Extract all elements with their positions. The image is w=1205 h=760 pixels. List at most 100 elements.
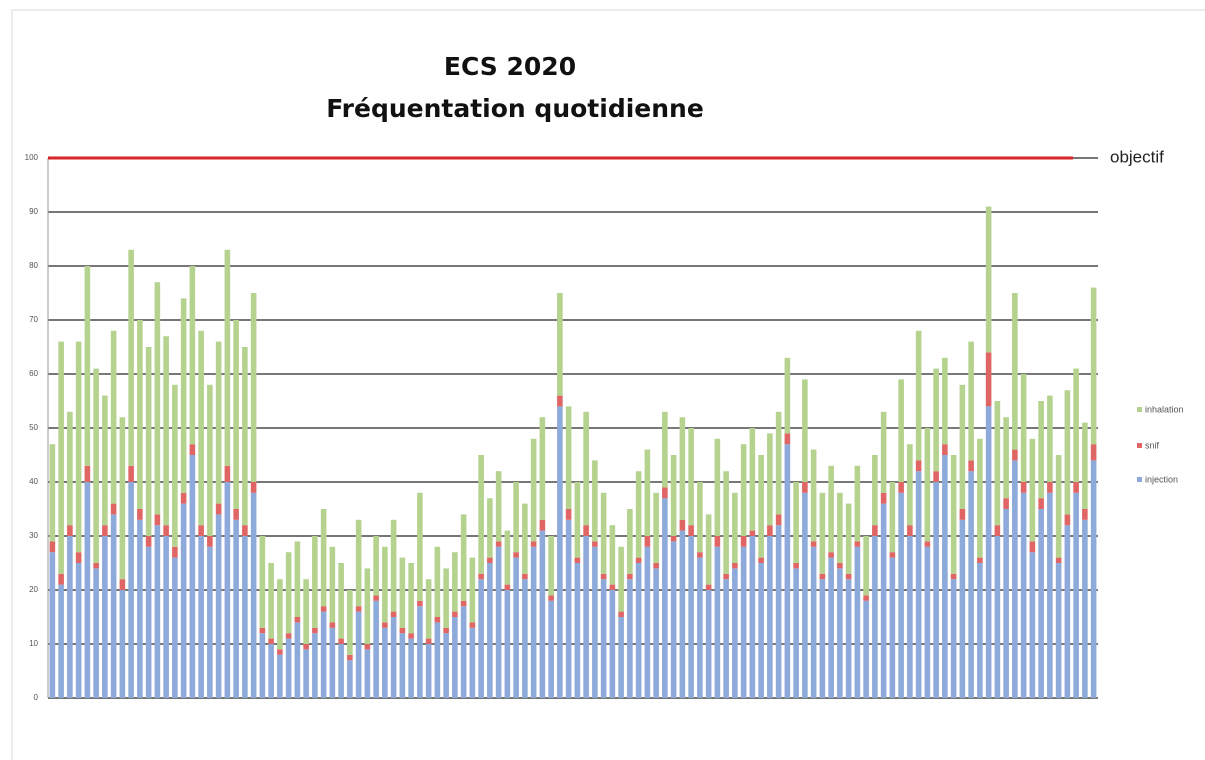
bar-segment xyxy=(705,590,712,698)
bar-segment xyxy=(635,563,642,698)
bar-segment xyxy=(907,444,913,526)
bar-segment xyxy=(1064,514,1071,526)
bar-segment xyxy=(347,590,353,655)
y-tick-label: 70 xyxy=(29,315,38,324)
bar-segment xyxy=(749,428,756,531)
bar-segment xyxy=(513,482,519,553)
y-tick-label: 50 xyxy=(29,423,38,432)
bar-segment xyxy=(845,503,852,574)
bar-segment xyxy=(950,579,957,698)
bar-segment xyxy=(767,433,773,526)
bar-segment xyxy=(382,546,388,623)
bar-segment xyxy=(382,622,388,628)
bar-segment xyxy=(1055,563,1062,698)
bar-segment xyxy=(837,563,843,569)
bar-segment xyxy=(320,611,327,698)
bar-segment xyxy=(583,411,589,526)
bar-segment xyxy=(740,444,747,536)
bar-segment xyxy=(58,584,64,698)
bar-segment xyxy=(102,395,108,526)
bar-segment xyxy=(128,249,134,466)
bar-segment xyxy=(215,341,222,504)
bar-segment xyxy=(810,449,817,542)
bar-segment xyxy=(285,638,292,698)
bar-segment xyxy=(93,368,99,563)
bar-segment xyxy=(347,654,353,661)
bar-segment xyxy=(968,471,974,698)
bar-segment xyxy=(1003,498,1009,509)
bar-segment xyxy=(723,573,729,580)
bar-segment xyxy=(154,514,161,526)
legend-swatch xyxy=(1137,407,1142,412)
y-tick-label: 20 xyxy=(29,585,38,594)
bar-segment xyxy=(417,606,423,698)
bar-segment xyxy=(915,460,922,472)
bar-segment xyxy=(250,482,257,493)
bar-segment xyxy=(522,503,528,574)
bar-segment xyxy=(653,492,659,563)
bar-segment xyxy=(732,563,738,569)
bar-segment xyxy=(137,320,143,509)
bar-segment xyxy=(985,206,992,353)
bar-segment xyxy=(898,482,904,493)
bar-segment xyxy=(207,384,213,536)
bar-segment xyxy=(355,606,362,612)
bar-segment xyxy=(723,471,729,574)
bar-segment xyxy=(364,649,371,698)
bar-segment xyxy=(959,519,966,698)
bar-segment xyxy=(478,579,484,698)
bar-segment xyxy=(452,611,458,617)
legend-swatch xyxy=(1137,477,1142,482)
bar-segment xyxy=(207,536,213,547)
bar-segment xyxy=(670,455,677,536)
bar-segment xyxy=(688,525,694,536)
bar-segment xyxy=(522,579,528,698)
bar-segment xyxy=(618,611,624,617)
bar-segment xyxy=(443,627,449,634)
bar-segment xyxy=(198,536,204,698)
bar-segment xyxy=(653,568,659,698)
bar-segment xyxy=(802,482,808,493)
bar-segment xyxy=(872,536,878,698)
bar-segment xyxy=(487,557,493,563)
bar-segment xyxy=(478,573,484,580)
bar-segment xyxy=(1073,492,1079,698)
bar-segment xyxy=(329,627,336,698)
bar-segment xyxy=(102,525,108,536)
bar-segment xyxy=(443,633,449,698)
bar-segment xyxy=(1012,449,1018,461)
y-tick-label: 90 xyxy=(29,207,38,216)
bar-segment xyxy=(189,444,196,455)
bar-segment xyxy=(740,546,747,698)
bar-segment xyxy=(784,444,791,698)
bar-segment xyxy=(749,536,756,698)
bar-segment xyxy=(58,573,64,585)
bar-segment xyxy=(924,428,931,542)
bar-segment xyxy=(583,536,589,698)
bar-segment xyxy=(600,492,607,574)
bar-segment xyxy=(898,379,904,482)
bar-segment xyxy=(802,492,808,698)
bar-segment xyxy=(294,622,301,698)
bar-segment xyxy=(758,455,764,558)
bar-segment xyxy=(548,536,554,596)
bar-segment xyxy=(1090,444,1097,461)
bar-segment xyxy=(504,590,511,698)
bar-segment xyxy=(242,525,248,536)
bar-segment xyxy=(277,654,283,698)
y-tick-label: 10 xyxy=(29,639,38,648)
bar-segment xyxy=(863,600,869,698)
bar-segment xyxy=(119,579,126,590)
bar-segment xyxy=(102,536,108,698)
bar-segment xyxy=(942,455,948,698)
bar-segment xyxy=(662,498,668,698)
bar-segment xyxy=(1055,557,1062,563)
chart-title: ECS 2020 xyxy=(444,52,576,81)
bar-segment xyxy=(93,568,99,698)
bar-segment xyxy=(924,541,931,547)
bar-segment xyxy=(460,514,467,601)
bar-segment xyxy=(627,573,633,580)
bar-segment xyxy=(837,492,843,563)
bar-segment xyxy=(338,644,344,698)
bar-segment xyxy=(662,487,668,499)
